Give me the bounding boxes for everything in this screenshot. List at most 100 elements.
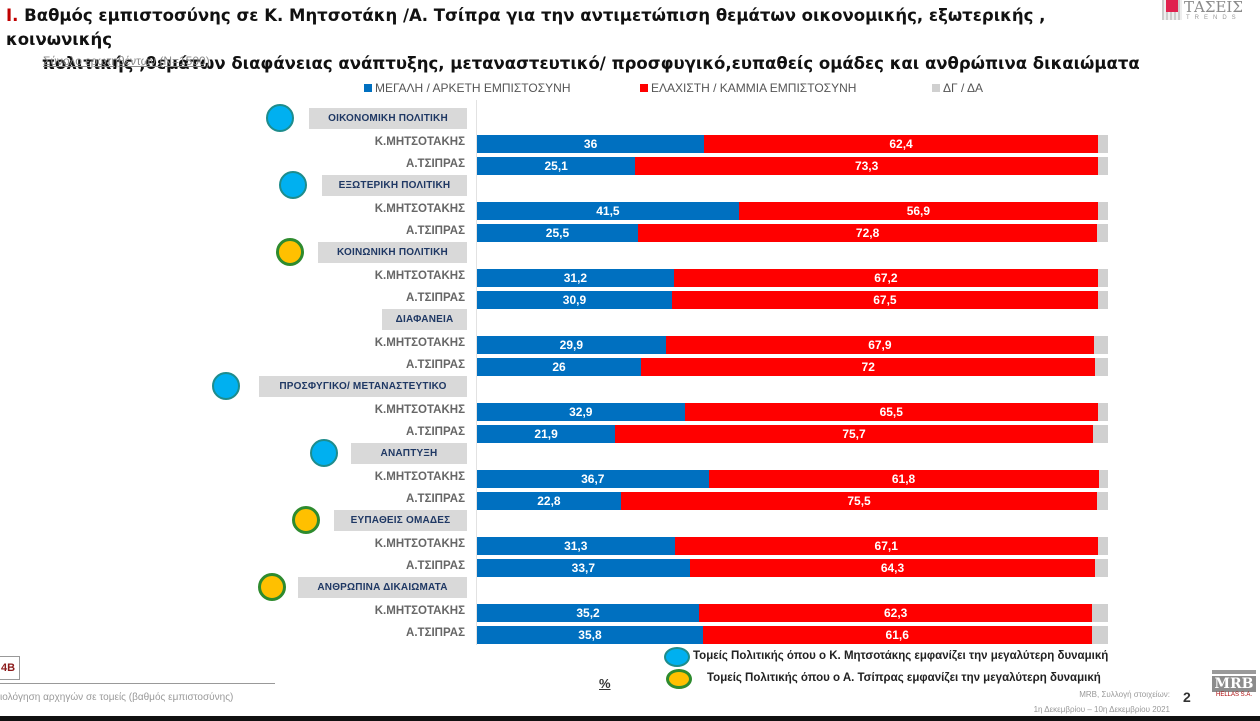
bar-high-trust xyxy=(477,626,703,644)
tsipras-advantage-dot-icon xyxy=(292,506,320,534)
bar-low-trust xyxy=(689,559,1096,577)
bar-high-trust xyxy=(477,291,672,309)
mrb-logo-text: MRB xyxy=(1212,676,1256,692)
bar-dont-know xyxy=(1097,269,1108,287)
mitsotakis-advantage-dot-icon xyxy=(279,171,307,199)
bar-low-trust xyxy=(641,358,1096,376)
bar-low-trust xyxy=(637,224,1098,242)
legend-item-high: ΜΕΓΑΛΗ / ΑΡΚΕΤΗ ΕΜΠΙΣΤΟΣΥΝΗ xyxy=(364,81,571,95)
value-label-high: 33,7 xyxy=(571,561,595,575)
title-line-1: Βαθμός εμπιστοσύνης σε Κ. Μητσοτάκη /Α. … xyxy=(6,6,1046,49)
bar-dont-know xyxy=(1095,358,1108,376)
row-label: Α.ΤΣΙΠΡΑΣ xyxy=(406,426,465,438)
bar-dont-know xyxy=(1097,202,1108,220)
category-label: ΕΥΠΑΘΕΙΣ ΟΜΑΔΕΣ xyxy=(334,510,467,531)
bar-dont-know xyxy=(1097,492,1108,510)
key-mitsotakis-dot-icon xyxy=(664,647,690,667)
value-label-high: 35,8 xyxy=(578,628,602,642)
mrb-logo-sub: HELLAS S.A. xyxy=(1215,692,1253,698)
bar-low-trust xyxy=(615,425,1093,443)
tsipras-advantage-dot-icon xyxy=(258,573,286,601)
value-label-high: 25,1 xyxy=(544,159,568,173)
category-label: ΔΙΑΦΑΝΕΙΑ xyxy=(382,309,467,330)
bar-high-trust xyxy=(477,604,700,622)
value-label-low: 72 xyxy=(861,360,875,374)
value-label-low: 67,1 xyxy=(874,539,898,553)
bar-high-trust xyxy=(477,470,709,488)
bar-low-trust xyxy=(702,626,1092,644)
value-label-high: 31,2 xyxy=(563,271,588,285)
note-text: ιολόγηση αρχηγών σε τομείς (βαθμός εμπισ… xyxy=(0,692,234,703)
bar-low-trust xyxy=(699,604,1093,622)
legend-item-dk: ΔΓ / ΔΑ xyxy=(932,81,983,95)
bar-low-trust xyxy=(738,202,1098,220)
value-label-low: 56,9 xyxy=(906,204,931,218)
value-label-high: 22,8 xyxy=(537,494,561,508)
value-label-low: 67,5 xyxy=(873,293,897,307)
bar-high-trust xyxy=(477,269,674,287)
row-label: Κ.ΜΗΤΣΟΤΑΚΗΣ xyxy=(374,203,465,215)
value-label-low: 67,2 xyxy=(874,271,898,285)
bar-low-trust xyxy=(673,269,1098,287)
legend-item-low: ΕΛΑΧΙΣΤΗ / ΚΑΜΜΙΑ ΕΜΠΙΣΤΟΣΥΝΗ xyxy=(640,81,856,95)
bar-low-trust xyxy=(684,403,1098,421)
row-label: Α.ΤΣΙΠΡΑΣ xyxy=(406,627,465,639)
value-label-high: 21,9 xyxy=(534,427,558,441)
bar-high-trust xyxy=(477,157,636,175)
category-label: ΚΟΙΝΩΝΙΚΗ ΠΟΛΙΤΙΚΗ xyxy=(318,242,467,263)
category-label: ΠΡΟΣΦΥΓΙΚΟ/ ΜΕΤΑΝΑΣΤΕΥΤΙΚΟ xyxy=(259,376,467,397)
bar-dont-know xyxy=(1091,626,1108,644)
bar-dont-know xyxy=(1097,157,1108,175)
page-number: 2 xyxy=(1183,689,1191,705)
source-line-1: MRB, Συλλογή στοιχείων: xyxy=(1079,690,1170,699)
value-label-low: 72,8 xyxy=(855,226,880,240)
key-mitsotakis-text: Τομείς Πολιτικής όπου ο Κ. Μητσοτάκης εμ… xyxy=(693,650,1109,662)
value-label-high: 30,9 xyxy=(562,293,587,307)
sample-size-subtitle: Σύνολο ερωτηθέντων (N=1500) xyxy=(43,54,210,68)
bar-dont-know xyxy=(1097,291,1108,309)
bar-high-trust xyxy=(477,336,666,354)
chart-axis-line xyxy=(476,100,477,645)
bar-low-trust xyxy=(620,492,1098,510)
bar-high-trust xyxy=(477,537,675,555)
row-label: Κ.ΜΗΤΣΟΤΑΚΗΣ xyxy=(374,471,465,483)
bar-low-trust xyxy=(708,470,1099,488)
bar-high-trust xyxy=(477,559,690,577)
bar-dont-know xyxy=(1092,604,1108,622)
legend-label-low: ΕΛΑΧΙΣΤΗ / ΚΑΜΜΙΑ ΕΜΠΙΣΤΟΣΥΝΗ xyxy=(651,81,857,95)
value-label-low: 65,5 xyxy=(879,405,903,419)
logo-red-square-icon xyxy=(1166,0,1178,12)
category-label: ΟΙΚΟΝΟΜΙΚΗ ΠΟΛΙΤΙΚΗ xyxy=(309,108,467,129)
bar-low-trust xyxy=(674,537,1098,555)
value-label-high: 36 xyxy=(583,137,598,151)
bar-dont-know xyxy=(1095,559,1108,577)
mrb-logo: MRB HELLAS S.A. xyxy=(1212,670,1256,698)
bar-high-trust xyxy=(477,135,705,153)
key-tsipras-text: Τομείς Πολιτικής όπου ο Α. Τσίπρας εμφαν… xyxy=(707,672,1101,684)
source-line-2: 1η Δεκεμβρίου – 10η Δεκεμβρίου 2021 xyxy=(1033,705,1170,714)
value-label-low: 62,3 xyxy=(883,606,908,620)
category-label: ΑΝΘΡΩΠΙΝΑ ΔΙΚΑΙΩΜΑΤΑ xyxy=(298,577,467,598)
legend-swatch-grey xyxy=(932,84,940,92)
row-label: Κ.ΜΗΤΣΟΤΑΚΗΣ xyxy=(374,270,465,282)
bar-high-trust xyxy=(477,425,616,443)
row-label: Κ.ΜΗΤΣΟΤΑΚΗΣ xyxy=(374,605,465,617)
row-label: Κ.ΜΗΤΣΟΤΑΚΗΣ xyxy=(374,337,465,349)
bar-dont-know xyxy=(1094,336,1108,354)
row-label: Κ.ΜΗΤΣΟΤΑΚΗΣ xyxy=(374,136,465,148)
row-label: Α.ΤΣΙΠΡΑΣ xyxy=(406,493,465,505)
row-label: Α.ΤΣΙΠΡΑΣ xyxy=(406,359,465,371)
title-number: I. xyxy=(6,6,19,25)
value-label-low: 75,7 xyxy=(842,427,866,441)
value-label-low: 73,3 xyxy=(854,159,879,173)
row-label: Α.ΤΣΙΠΡΑΣ xyxy=(406,560,465,572)
value-label-low: 61,8 xyxy=(891,472,916,486)
value-label-low: 62,4 xyxy=(889,137,913,151)
value-label-high: 32,9 xyxy=(569,405,593,419)
key-tsipras-dot-icon xyxy=(666,669,692,689)
mitsotakis-advantage-dot-icon xyxy=(310,439,338,467)
bar-high-trust xyxy=(477,403,685,421)
row-label: Α.ΤΣΙΠΡΑΣ xyxy=(406,292,465,304)
category-label: ΑΝΑΠΤΥΞΗ xyxy=(351,443,467,464)
bar-dont-know xyxy=(1098,470,1108,488)
